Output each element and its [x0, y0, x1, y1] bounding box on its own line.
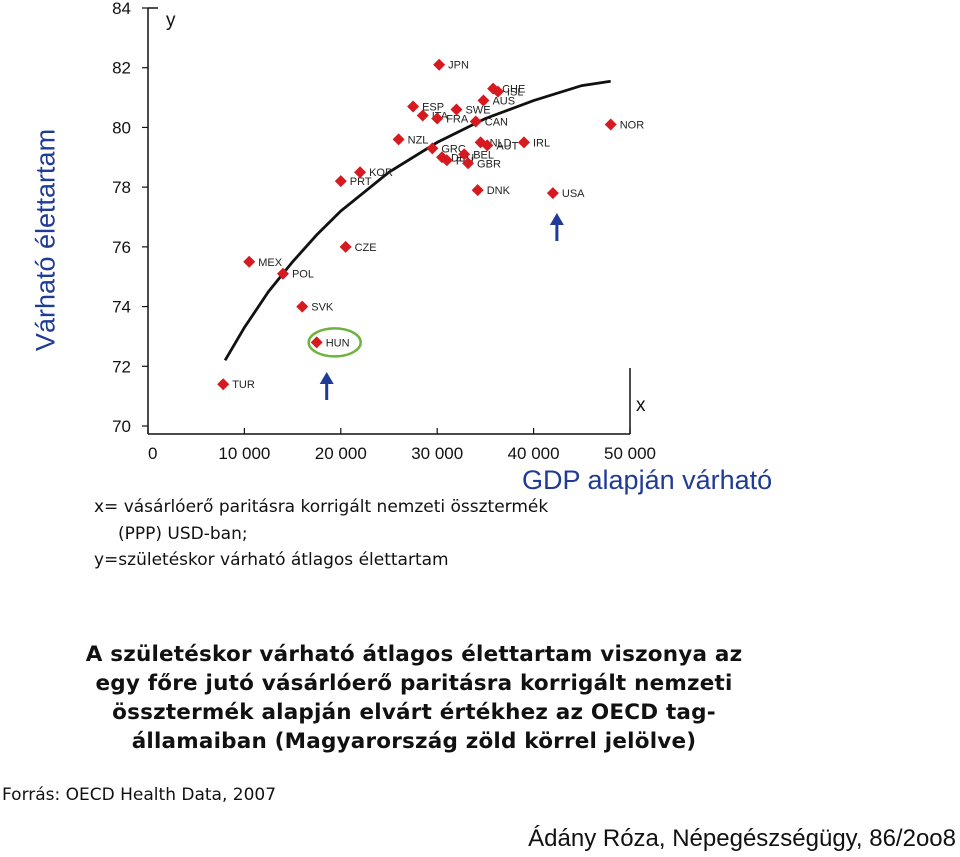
data-point-pol — [276, 267, 289, 280]
figure-caption: A születéskor várható átlagos élettartam… — [14, 640, 814, 756]
point-label-hun: HUN — [326, 337, 350, 349]
point-label-svk: SVK — [311, 302, 334, 314]
y-axis-title: Várható élettartam — [30, 128, 61, 352]
point-label-nor: NOR — [620, 119, 645, 131]
x-tick-label: 0 — [148, 444, 157, 463]
point-label-swe: SWE — [465, 105, 490, 117]
point-label-irl: IRL — [533, 137, 550, 149]
data-point-aut — [481, 139, 494, 152]
x-axis-letter: x — [636, 395, 646, 416]
data-point-jpn — [433, 58, 446, 71]
data-point-cze — [339, 240, 352, 253]
point-label-nld: NLD — [490, 137, 512, 149]
y-tick-label: 70 — [112, 417, 131, 436]
point-label-jpn: JPN — [448, 60, 469, 72]
y-tick-label: 84 — [112, 0, 131, 18]
data-point-nor — [604, 118, 617, 131]
caption-line: egy főre jutó vásárlóerő paritásra korri… — [95, 671, 733, 696]
point-label-tur: TUR — [232, 379, 255, 391]
highlight-ring — [307, 327, 362, 358]
data-point-svk — [296, 300, 309, 313]
usa-arrow-icon-head — [549, 213, 564, 225]
point-label-usa: USA — [562, 188, 585, 200]
x-tick-label: 30 000 — [411, 444, 463, 463]
source-note: Forrás: OECD Health Data, 2007 — [2, 785, 277, 805]
point-label-mex: MEX — [258, 257, 283, 269]
y-tick-label: 80 — [112, 118, 131, 137]
data-point-hun — [310, 336, 323, 349]
point-label-can: CAN — [485, 116, 508, 128]
point-label-fra: FRA — [446, 113, 469, 125]
point-label-isl: ISL — [507, 87, 524, 99]
point-label-dnk: DNK — [487, 185, 511, 197]
data-point-ita — [416, 109, 429, 122]
definition-x: x= vásárlóerő paritásra korrigált nemzet… — [94, 497, 549, 517]
y-tick-label: 72 — [112, 357, 131, 376]
data-point-esp — [407, 100, 420, 113]
y-tick-label: 74 — [112, 298, 131, 317]
point-label-bel: BEL — [473, 149, 494, 161]
data-point-fin — [440, 154, 453, 167]
data-point-aus — [477, 94, 490, 107]
data-point-swe — [450, 103, 463, 116]
y-tick-label: 82 — [112, 59, 131, 78]
data-point-kor — [354, 166, 367, 179]
point-label-nzl: NZL — [408, 134, 429, 146]
data-point-irl — [517, 136, 530, 149]
author-footer: Ádány Róza, Népegészségügy, 86/2oo8 — [528, 825, 956, 852]
data-point-grc — [426, 142, 439, 155]
data-point-isl — [491, 85, 504, 98]
y-tick-label: 76 — [112, 238, 131, 257]
definition-y: y=születéskor várható átlagos élettartam — [94, 550, 449, 570]
data-point-tur — [217, 378, 230, 391]
point-label-kor: KOR — [369, 167, 393, 179]
data-point-gbr — [462, 157, 475, 170]
data-point-can — [469, 115, 482, 128]
point-label-che: CHE — [502, 84, 525, 96]
data-point-mex — [243, 255, 256, 268]
data-point-bel — [458, 148, 471, 161]
x-tick-label: 50 000 — [604, 444, 656, 463]
definition-x-unit: (PPP) USD-ban; — [118, 524, 248, 544]
gdp-label: GDP alapján várható — [522, 465, 773, 495]
x-tick-label: 40 000 — [508, 444, 560, 463]
y-axis-letter: y — [166, 10, 176, 31]
data-point-nzl — [392, 133, 405, 146]
point-label-gbr: GBR — [477, 158, 501, 170]
point-label-grc: GRC — [441, 143, 466, 155]
point-label-cze: CZE — [355, 242, 377, 254]
data-point-usa — [546, 187, 559, 200]
data-point-prt — [334, 175, 347, 188]
caption-line: össztermék alapján elvárt értékhez az OE… — [112, 700, 716, 725]
data-point-fra — [431, 112, 444, 125]
data-point-dnk — [471, 184, 484, 197]
y-tick-label: 78 — [112, 178, 131, 197]
x-tick-label: 20 000 — [315, 444, 367, 463]
scatter-chart: 70 72 74 76 78 80 82 84 0 10 000 20 000 30 000 40 00… — [112, 0, 656, 463]
point-label-aut: AUT — [496, 140, 518, 152]
point-label-prt: PRT — [350, 176, 372, 188]
point-label-esp: ESP — [422, 102, 444, 114]
point-label-pol: POL — [292, 269, 314, 281]
trend-curve — [223, 79, 611, 362]
caption-line: A születéskor várható átlagos élettartam… — [85, 642, 743, 667]
hun-arrow-icon-head — [319, 372, 334, 384]
caption-line: államaiban (Magyarország zöld körrel jel… — [131, 729, 697, 754]
x-tick-label: 10 000 — [218, 444, 270, 463]
point-label-aus: AUS — [492, 96, 515, 108]
